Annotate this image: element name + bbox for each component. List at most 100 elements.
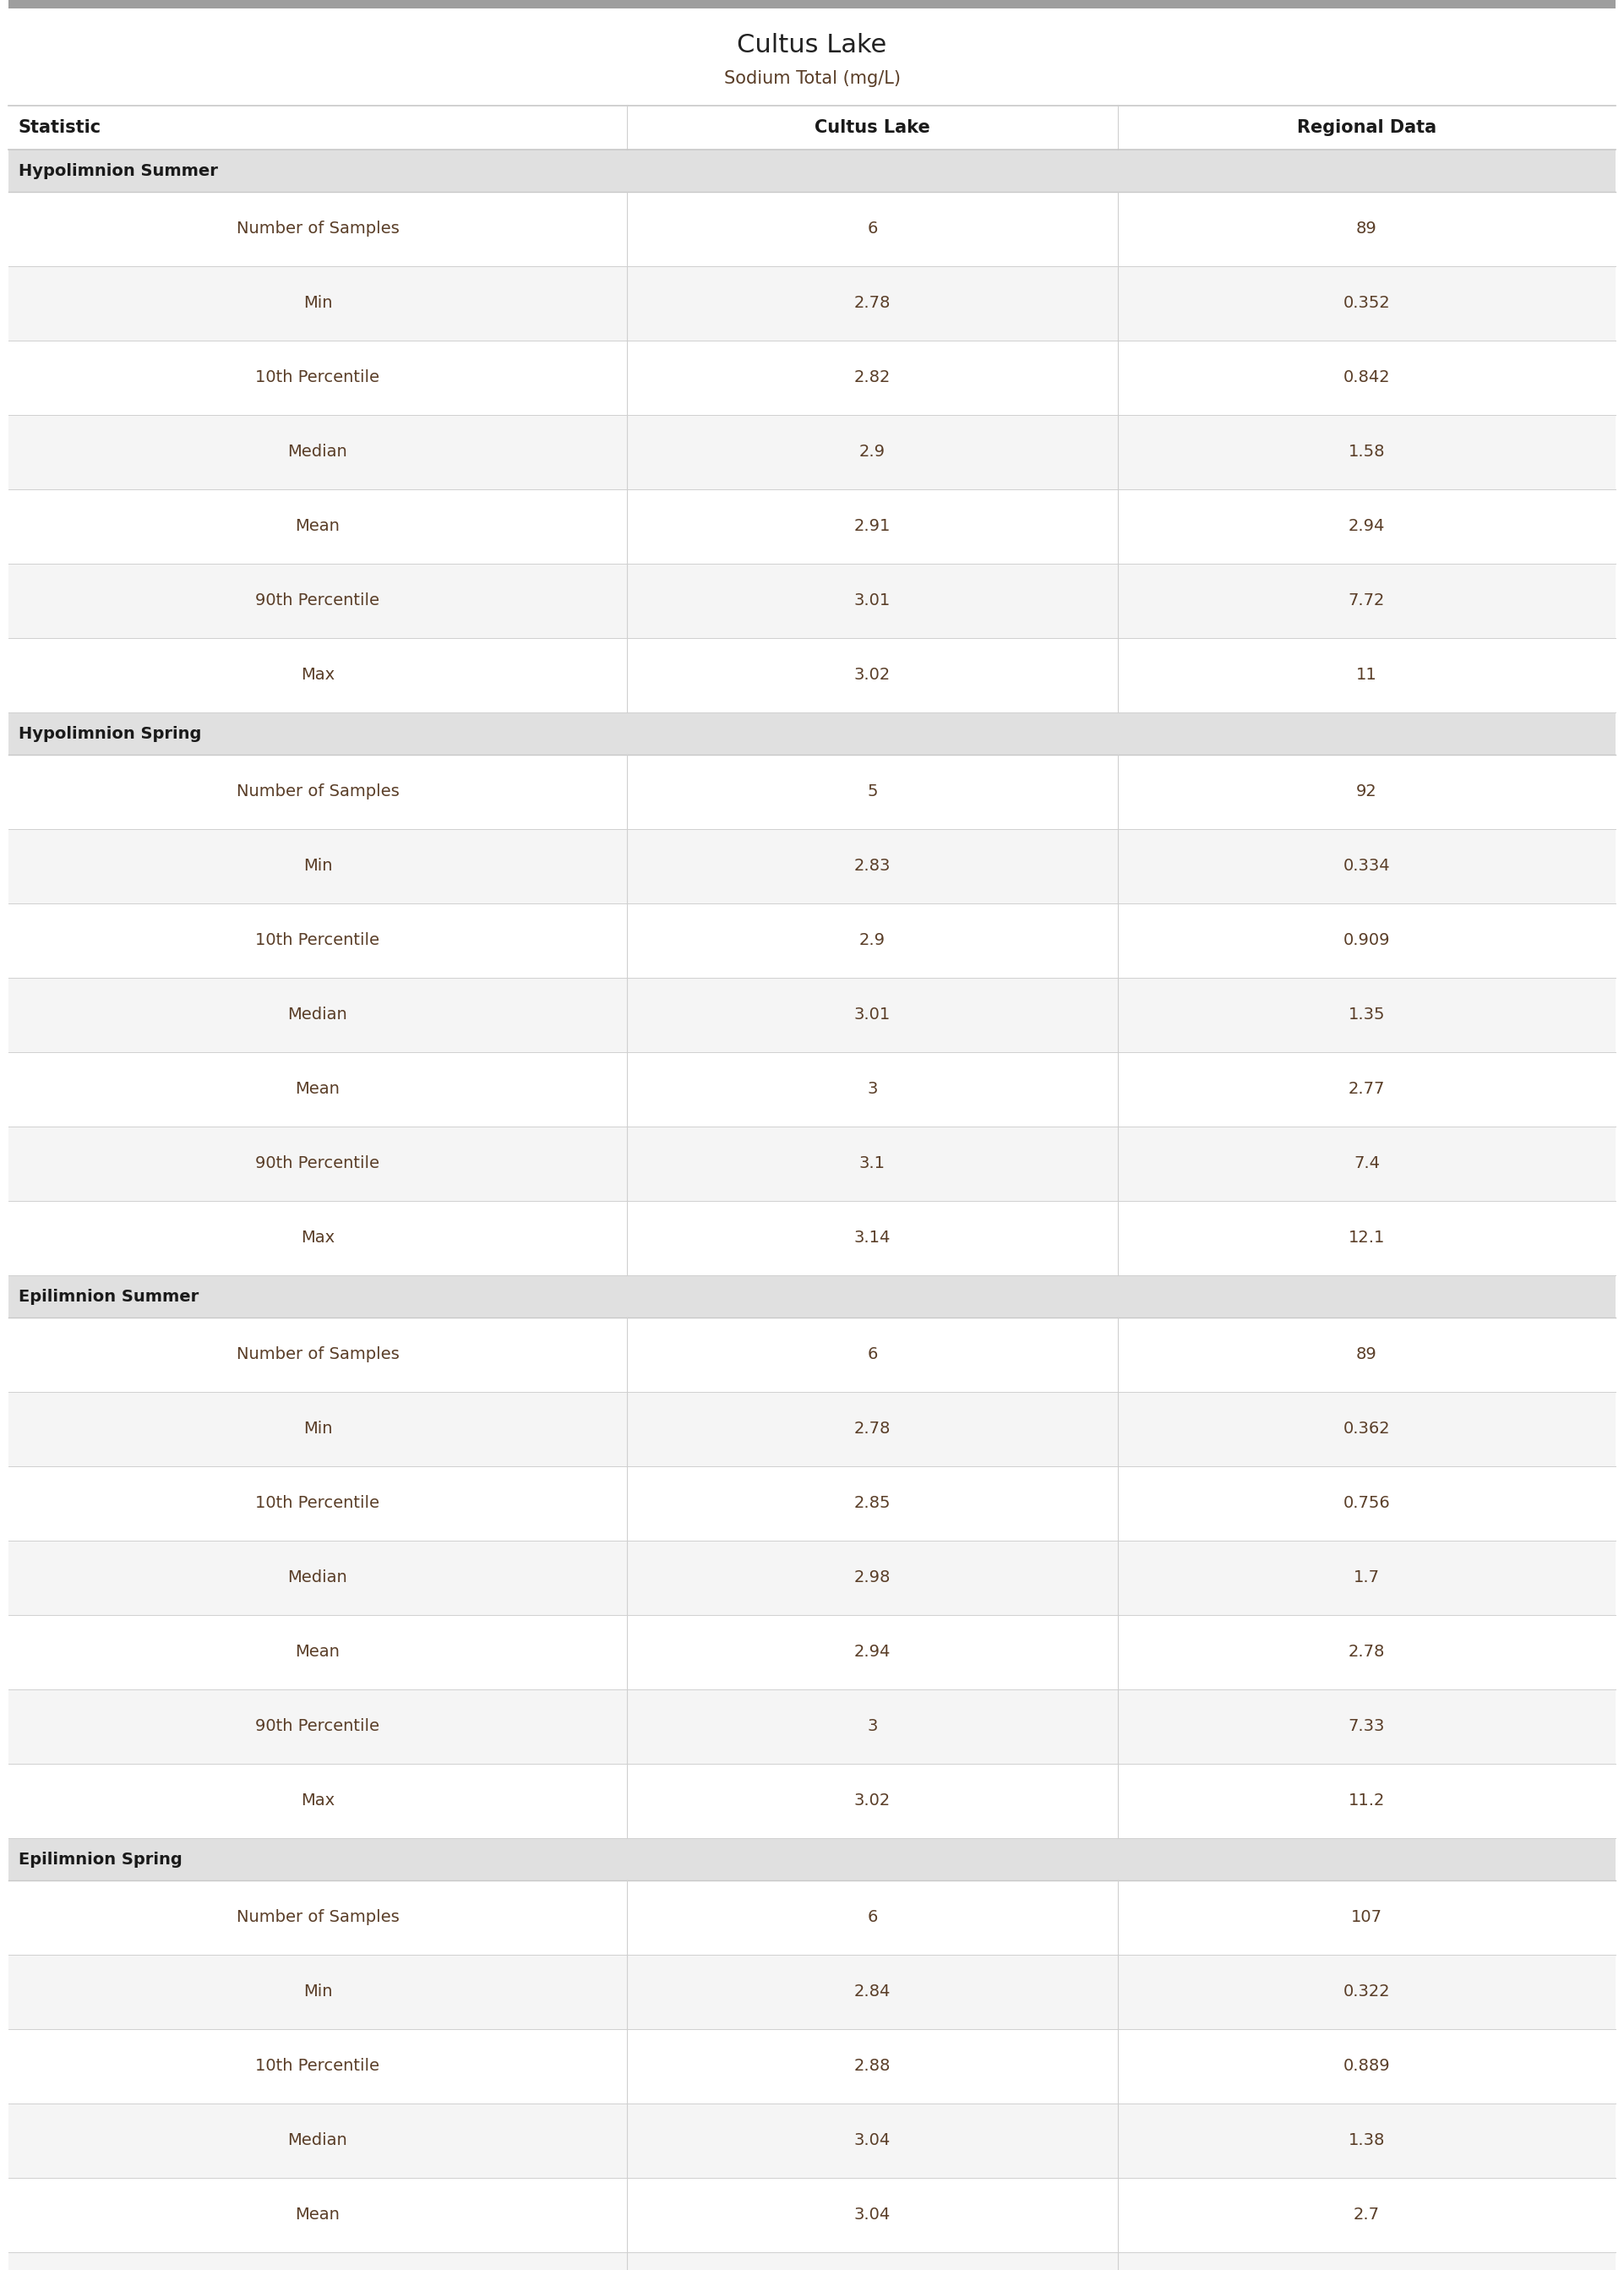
Text: Min: Min [304,295,333,311]
Text: Median: Median [287,1008,348,1024]
Text: 2.9: 2.9 [859,445,885,461]
Text: 90th Percentile: 90th Percentile [255,592,380,608]
Text: 6: 6 [867,220,877,236]
Text: 2.98: 2.98 [854,1571,890,1587]
Text: Max: Max [300,1793,335,1809]
Text: 11: 11 [1356,667,1377,683]
Bar [8,1954,1616,2029]
Bar [8,1317,1616,1392]
Text: Mean: Mean [296,1081,339,1096]
Text: Regional Data: Regional Data [1298,118,1437,136]
Bar [8,1053,1616,1126]
Bar [8,829,1616,903]
Text: Statistic: Statistic [18,118,101,136]
Text: 2.85: 2.85 [854,1496,890,1512]
Bar [8,1276,1616,1317]
Text: Cultus Lake: Cultus Lake [815,118,931,136]
Text: Mean: Mean [296,2206,339,2222]
Text: 2.83: 2.83 [854,858,890,874]
Bar [8,978,1616,1053]
Text: Hypolimnion Summer: Hypolimnion Summer [18,163,218,179]
Text: 89: 89 [1356,220,1377,236]
Bar [8,563,1616,638]
Bar [8,1201,1616,1276]
Text: 3.01: 3.01 [854,592,890,608]
Text: Min: Min [304,1421,333,1437]
Text: 7.72: 7.72 [1348,592,1385,608]
Text: 2.9: 2.9 [859,933,885,949]
Text: 3.01: 3.01 [854,1008,890,1024]
Bar [8,1839,1616,1880]
Bar [8,2029,1616,2104]
Text: Sodium Total (mg/L): Sodium Total (mg/L) [724,70,900,86]
Bar [8,1614,1616,1689]
Text: 5: 5 [867,783,877,799]
Bar [8,150,1616,193]
Text: Min: Min [304,858,333,874]
Text: Max: Max [300,667,335,683]
Bar [8,490,1616,563]
Text: 10th Percentile: 10th Percentile [255,933,380,949]
Text: Number of Samples: Number of Samples [235,220,400,236]
Bar [8,193,1616,266]
Text: Median: Median [287,1571,348,1587]
Text: Median: Median [287,2134,348,2150]
Text: 92: 92 [1356,783,1377,799]
Text: Cultus Lake: Cultus Lake [737,34,887,57]
Text: 1.58: 1.58 [1348,445,1385,461]
Text: 2.78: 2.78 [1348,1643,1385,1659]
Bar [8,9,1616,107]
Text: 7.4: 7.4 [1353,1155,1380,1171]
Text: 89: 89 [1356,1346,1377,1362]
Bar [8,0,1616,9]
Text: 0.322: 0.322 [1343,1984,1390,2000]
Text: 0.352: 0.352 [1343,295,1390,311]
Text: 10th Percentile: 10th Percentile [255,2059,380,2075]
Bar [8,638,1616,713]
Text: Hypolimnion Spring: Hypolimnion Spring [18,726,201,742]
Text: Epilimnion Spring: Epilimnion Spring [18,1852,182,1868]
Text: 90th Percentile: 90th Percentile [255,1718,380,1734]
Text: 3.04: 3.04 [854,2206,890,2222]
Text: 1.38: 1.38 [1348,2134,1385,2150]
Bar [8,266,1616,340]
Text: 10th Percentile: 10th Percentile [255,370,380,386]
Text: 3.14: 3.14 [854,1230,890,1246]
Bar [8,1689,1616,1764]
Text: 2.91: 2.91 [854,518,890,533]
Text: 0.334: 0.334 [1343,858,1390,874]
Text: 0.889: 0.889 [1343,2059,1390,2075]
Text: 90th Percentile: 90th Percentile [255,1155,380,1171]
Text: Number of Samples: Number of Samples [235,783,400,799]
Text: 1.35: 1.35 [1348,1008,1385,1024]
Bar [8,1126,1616,1201]
Text: 2.94: 2.94 [1348,518,1385,533]
Text: 2.78: 2.78 [854,1421,890,1437]
Text: 11.2: 11.2 [1348,1793,1385,1809]
Text: Min: Min [304,1984,333,2000]
Text: 3.02: 3.02 [854,667,890,683]
Text: 3.04: 3.04 [854,2134,890,2150]
Text: 1.7: 1.7 [1353,1571,1380,1587]
Text: 2.7: 2.7 [1353,2206,1380,2222]
Text: Median: Median [287,445,348,461]
Text: 2.88: 2.88 [854,2059,890,2075]
Text: 12.1: 12.1 [1348,1230,1385,1246]
Bar [8,713,1616,754]
Text: Mean: Mean [296,1643,339,1659]
Text: Epilimnion Summer: Epilimnion Summer [18,1289,198,1305]
Text: 0.909: 0.909 [1343,933,1390,949]
Bar [8,1392,1616,1466]
Text: Number of Samples: Number of Samples [235,1909,400,1925]
Text: 107: 107 [1351,1909,1382,1925]
Text: 2.84: 2.84 [854,1984,890,2000]
Text: Max: Max [300,1230,335,1246]
Text: 0.756: 0.756 [1343,1496,1390,1512]
Bar [8,340,1616,415]
Bar [8,1880,1616,1954]
Text: 2.82: 2.82 [854,370,890,386]
Bar [8,2252,1616,2270]
Text: 2.77: 2.77 [1348,1081,1385,1096]
Text: 6: 6 [867,1346,877,1362]
Text: 6: 6 [867,1909,877,1925]
